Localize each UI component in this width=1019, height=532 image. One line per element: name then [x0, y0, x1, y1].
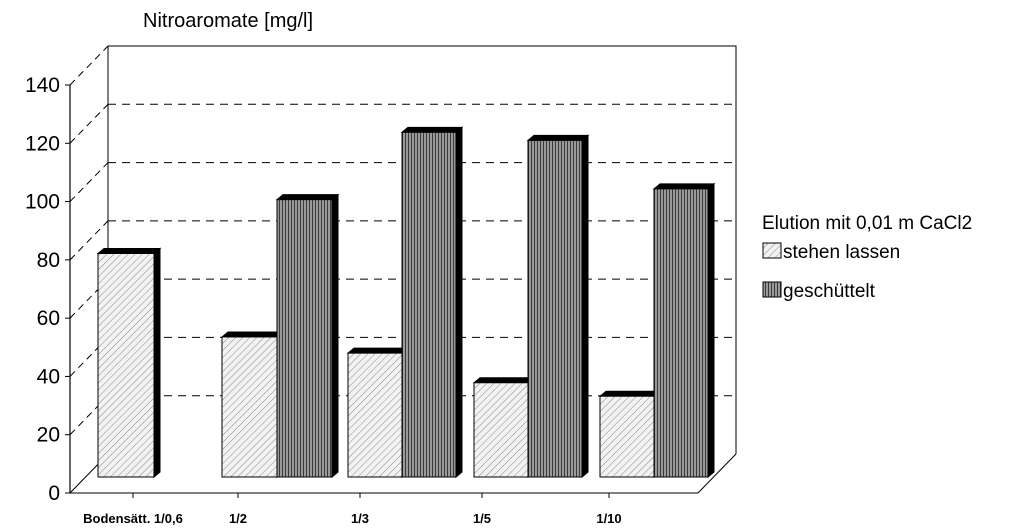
bar-0-2: [346, 347, 410, 479]
bar-front: [97, 252, 155, 478]
bar-1-3: [526, 134, 590, 479]
bar-top: [652, 183, 716, 190]
bar-top: [275, 194, 340, 201]
bar-front: [599, 395, 655, 478]
bar-side: [153, 247, 161, 479]
bar-1-1: [275, 193, 340, 479]
legend-label-geschuettelt: geschüttelt: [783, 281, 876, 302]
bar-side: [455, 126, 463, 479]
y-axis-label: Nitroaromate [mg/l]: [143, 10, 313, 32]
gridline-diagonal: [69, 220, 109, 261]
bar-front: [527, 139, 583, 478]
gridline-diagonal: [69, 337, 109, 377]
gridline-diagonal: [69, 45, 109, 86]
bar-top: [346, 347, 410, 354]
bar-0-3: [472, 376, 536, 479]
bar-1-2: [400, 126, 464, 479]
x-tick-labels: Bodensätt. 1/0,6 1/2 1/3 1/5 1/10: [83, 511, 622, 526]
y-tick-label: 60: [37, 307, 60, 330]
y-tick-label: 120: [25, 132, 60, 155]
x-tick-label: 1/3: [351, 511, 369, 526]
bar-0-0: [96, 247, 162, 479]
gridline-diagonal: [69, 103, 109, 144]
bar-side: [331, 193, 339, 479]
legend: Elution mit 0,01 m CaCl2 stehen lassen g…: [762, 213, 972, 302]
floor-outline: [70, 453, 737, 494]
bar-1-4: [652, 182, 716, 479]
bar-0-4: [598, 390, 662, 479]
bar-0-1: [220, 330, 285, 479]
y-tick-label: 40: [37, 365, 60, 388]
legend-swatch-geschuettelt: [762, 281, 782, 298]
gridline-diagonal: [69, 395, 109, 436]
bar-top: [96, 247, 162, 254]
back-wall-outline: [108, 45, 737, 454]
bar-top: [400, 126, 464, 133]
y-tick-label: 0: [48, 482, 60, 505]
gridline-diagonal: [69, 278, 109, 319]
bar-top: [472, 377, 536, 384]
x-tick-label: 1/2: [229, 511, 247, 526]
bar-side: [581, 134, 589, 479]
bar-front: [347, 352, 403, 478]
x-tick-label: 1/10: [596, 511, 621, 526]
y-tick-label: 80: [37, 249, 60, 272]
x-tick-label: 1/5: [473, 511, 491, 526]
bar-front: [276, 199, 333, 478]
y-tick-label: 100: [25, 191, 60, 214]
y-tick-labels: 0 20 40 60 80 100 120 140: [25, 74, 60, 505]
y-tick-label: 140: [25, 74, 60, 97]
legend-swatch-stehen-lassen: [762, 242, 782, 259]
bar-top: [220, 331, 285, 338]
bars: [96, 126, 716, 479]
x-tick-label: Bodensätt. 1/0,6: [83, 511, 183, 526]
legend-title: Elution mit 0,01 m CaCl2: [762, 213, 972, 234]
bar-side: [707, 182, 715, 479]
bar-front: [401, 131, 457, 478]
gridline-diagonal: [69, 162, 109, 202]
bar-front: [221, 336, 278, 478]
bar-front: [473, 382, 529, 478]
legend-label-stehen-lassen: stehen lassen: [783, 242, 900, 263]
bar-front: [653, 188, 709, 478]
y-tick-label: 20: [37, 424, 60, 447]
plot-frame: [70, 45, 737, 494]
bar-top: [526, 134, 590, 141]
bar-top: [598, 390, 662, 397]
